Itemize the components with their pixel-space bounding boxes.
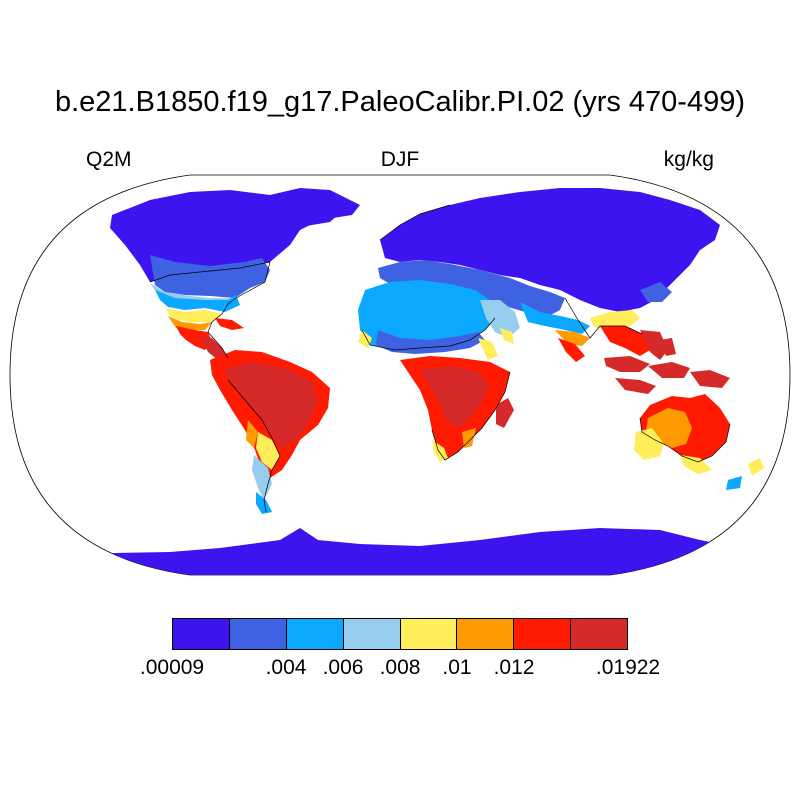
colorbar	[172, 618, 628, 650]
colorbar-box-5	[400, 619, 458, 649]
eurasia	[378, 188, 720, 362]
antarctica	[10, 528, 790, 575]
colorbar-box-7	[514, 619, 572, 649]
maritime-asia	[604, 338, 730, 394]
colorbar-box-1	[173, 619, 230, 649]
australia	[634, 394, 730, 474]
units-label: kg/kg	[663, 148, 714, 171]
colorbar-box-3	[286, 619, 344, 649]
colorbar-label: .00009	[139, 656, 205, 679]
colorbar-label: .004	[265, 656, 307, 679]
colorbar-label: .012	[493, 656, 535, 679]
coastlines	[149, 204, 731, 513]
season-label: DJF	[380, 148, 420, 171]
arabia	[480, 300, 520, 338]
new-zealand	[748, 458, 764, 476]
north-america	[110, 188, 360, 360]
colorbar-box-8	[571, 619, 627, 649]
colorbar-label: .008	[379, 656, 421, 679]
colorbar-box-6	[457, 619, 515, 649]
variable-label: Q2M	[86, 148, 132, 171]
colorbar-label: .01922	[595, 656, 661, 679]
africa	[358, 280, 514, 462]
colorbar-box-2	[229, 619, 287, 649]
colorbar-label: .01	[442, 656, 472, 679]
colorbar-box-4	[343, 619, 401, 649]
map-title: b.e21.B1850.f19_g17.PaleoCalibr.PI.02 (y…	[54, 86, 746, 118]
colorbar-label: .006	[322, 656, 364, 679]
